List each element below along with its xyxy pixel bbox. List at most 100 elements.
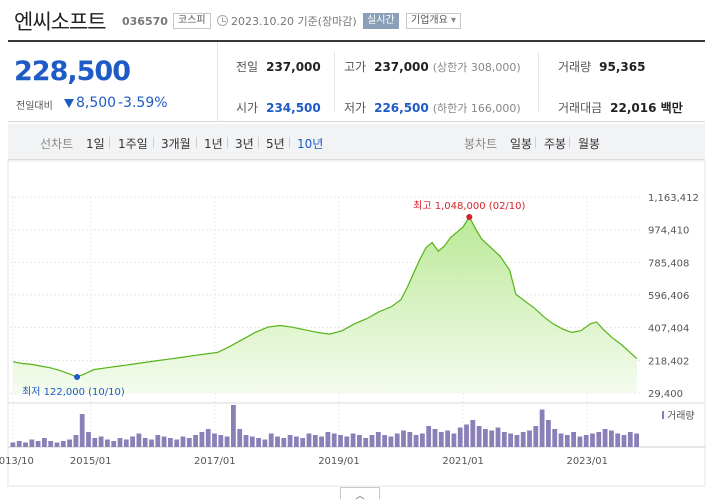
tab-1day[interactable]: 1일 — [86, 137, 105, 151]
volume-bar — [48, 441, 54, 447]
clock-icon — [217, 15, 228, 26]
volume-bar — [407, 432, 413, 447]
volume-bar — [634, 433, 639, 447]
volume-bar — [426, 426, 432, 447]
volume-bar — [375, 432, 381, 447]
volume-bar — [180, 436, 186, 447]
volume-bar — [29, 439, 35, 447]
stock-code: 036570 — [122, 15, 168, 28]
tab-1year[interactable]: 1년 — [204, 137, 223, 151]
volume-bar — [199, 432, 205, 447]
tab-weekly[interactable]: 주봉 — [544, 137, 567, 151]
change-percent: -3.59% — [118, 95, 168, 111]
volume-bar — [627, 432, 633, 447]
volume-bar — [495, 427, 501, 447]
volume-bar — [357, 435, 362, 447]
volume-legend-swatch — [662, 411, 664, 419]
volume-bar — [136, 433, 142, 447]
volume-bar — [539, 409, 545, 447]
divider — [538, 52, 539, 112]
volume-bar — [564, 435, 570, 447]
volume-bar — [249, 436, 255, 447]
open-label: 시가 — [236, 101, 259, 115]
volume-bar — [218, 435, 224, 447]
divider — [289, 137, 290, 148]
tab-1week[interactable]: 1주일 — [118, 137, 148, 151]
high-label: 고가 — [344, 60, 367, 74]
period-tabs: 선차트 1일 1주일 3개월 1년 3년 5년 10년 봉차트 일봉 주봉 월봉 — [8, 124, 705, 160]
volume-bar — [583, 435, 589, 447]
tab-3year[interactable]: 3년 — [235, 137, 254, 151]
prev-close-label: 전일 — [236, 60, 259, 74]
volume-bar — [369, 435, 375, 447]
current-price-box: 228,500 전일대비 8,500 -3.59% — [8, 42, 218, 122]
low-marker — [74, 373, 81, 380]
x-tick-label: 2023/01 — [566, 456, 608, 467]
y-tick-label: 596,406 — [648, 291, 689, 302]
high-marker — [466, 213, 473, 220]
volume-bar — [401, 430, 406, 447]
volume-bar — [489, 430, 495, 447]
tab-3month[interactable]: 3개월 — [161, 137, 191, 151]
expand-chart-button[interactable]: ︿ — [340, 487, 380, 499]
volume-bar — [231, 405, 236, 447]
change-label: 전일대비 — [16, 101, 53, 112]
tab-daily[interactable]: 일봉 — [510, 137, 533, 151]
volume-bar — [149, 439, 154, 447]
volume: 거래량 95,365 — [558, 58, 645, 75]
volume-bar — [363, 438, 369, 447]
divider — [153, 137, 154, 148]
realtime-button[interactable]: 실시간 — [363, 13, 399, 29]
volume-bar — [338, 435, 343, 447]
divider — [535, 137, 536, 148]
divider — [227, 137, 228, 148]
volume-bar — [533, 426, 539, 447]
volume-label: 거래량 — [558, 60, 592, 74]
volume-bar — [300, 438, 306, 447]
volume-value: 95,365 — [599, 60, 646, 74]
volume-bar — [382, 435, 387, 447]
volume-bar — [331, 433, 337, 447]
volume-bar — [23, 442, 28, 447]
tab-10year[interactable]: 10년 — [297, 137, 324, 151]
y-tick-label: 407,404 — [648, 324, 689, 335]
volume-bar — [161, 436, 167, 447]
volume-bar — [520, 432, 526, 447]
volume-bar — [186, 438, 192, 447]
volume-bar — [394, 433, 400, 447]
volume-bar — [60, 441, 66, 447]
trade-amount: 거래대금 22,016 백만 — [558, 99, 683, 116]
chevron-down-icon: ▾ — [451, 15, 457, 26]
volume-bar — [514, 435, 520, 447]
low-label: 저가 — [344, 101, 367, 115]
volume-bar — [67, 439, 72, 447]
down-triangle-icon — [64, 99, 74, 108]
volume-bar — [571, 432, 576, 447]
tab-monthly[interactable]: 월봉 — [578, 137, 601, 151]
volume-bar — [281, 438, 287, 447]
volume-bar — [79, 414, 85, 447]
high-value: 237,000 — [374, 60, 429, 74]
company-info-dropdown[interactable]: 기업개요 ▾ — [406, 13, 462, 29]
tab-5year[interactable]: 5년 — [266, 137, 285, 151]
volume-bar — [92, 438, 98, 447]
volume-bar — [262, 439, 268, 447]
volume-bar — [609, 430, 614, 447]
company-name[interactable]: 엔씨소프트 — [14, 10, 107, 34]
volume-bar — [464, 424, 469, 447]
volume-bar — [596, 432, 602, 447]
volume-bar — [105, 439, 110, 447]
upper-limit: (상한가 308,000) — [432, 61, 521, 74]
low-annotation: 최저 122,000 (10/10) — [22, 386, 125, 398]
quote-date: 2023.10.20 기준(장마감) — [231, 15, 357, 28]
volume-bar — [483, 429, 488, 447]
volume-bar — [193, 435, 198, 447]
lower-limit: (하한가 166,000) — [432, 102, 521, 115]
volume-bar — [256, 438, 261, 447]
volume-bar — [237, 429, 243, 447]
line-chart-label: 선차트 — [40, 137, 74, 151]
volume-bar — [16, 441, 22, 447]
divider — [258, 137, 259, 148]
chevron-up-icon: ︿ — [355, 491, 365, 499]
